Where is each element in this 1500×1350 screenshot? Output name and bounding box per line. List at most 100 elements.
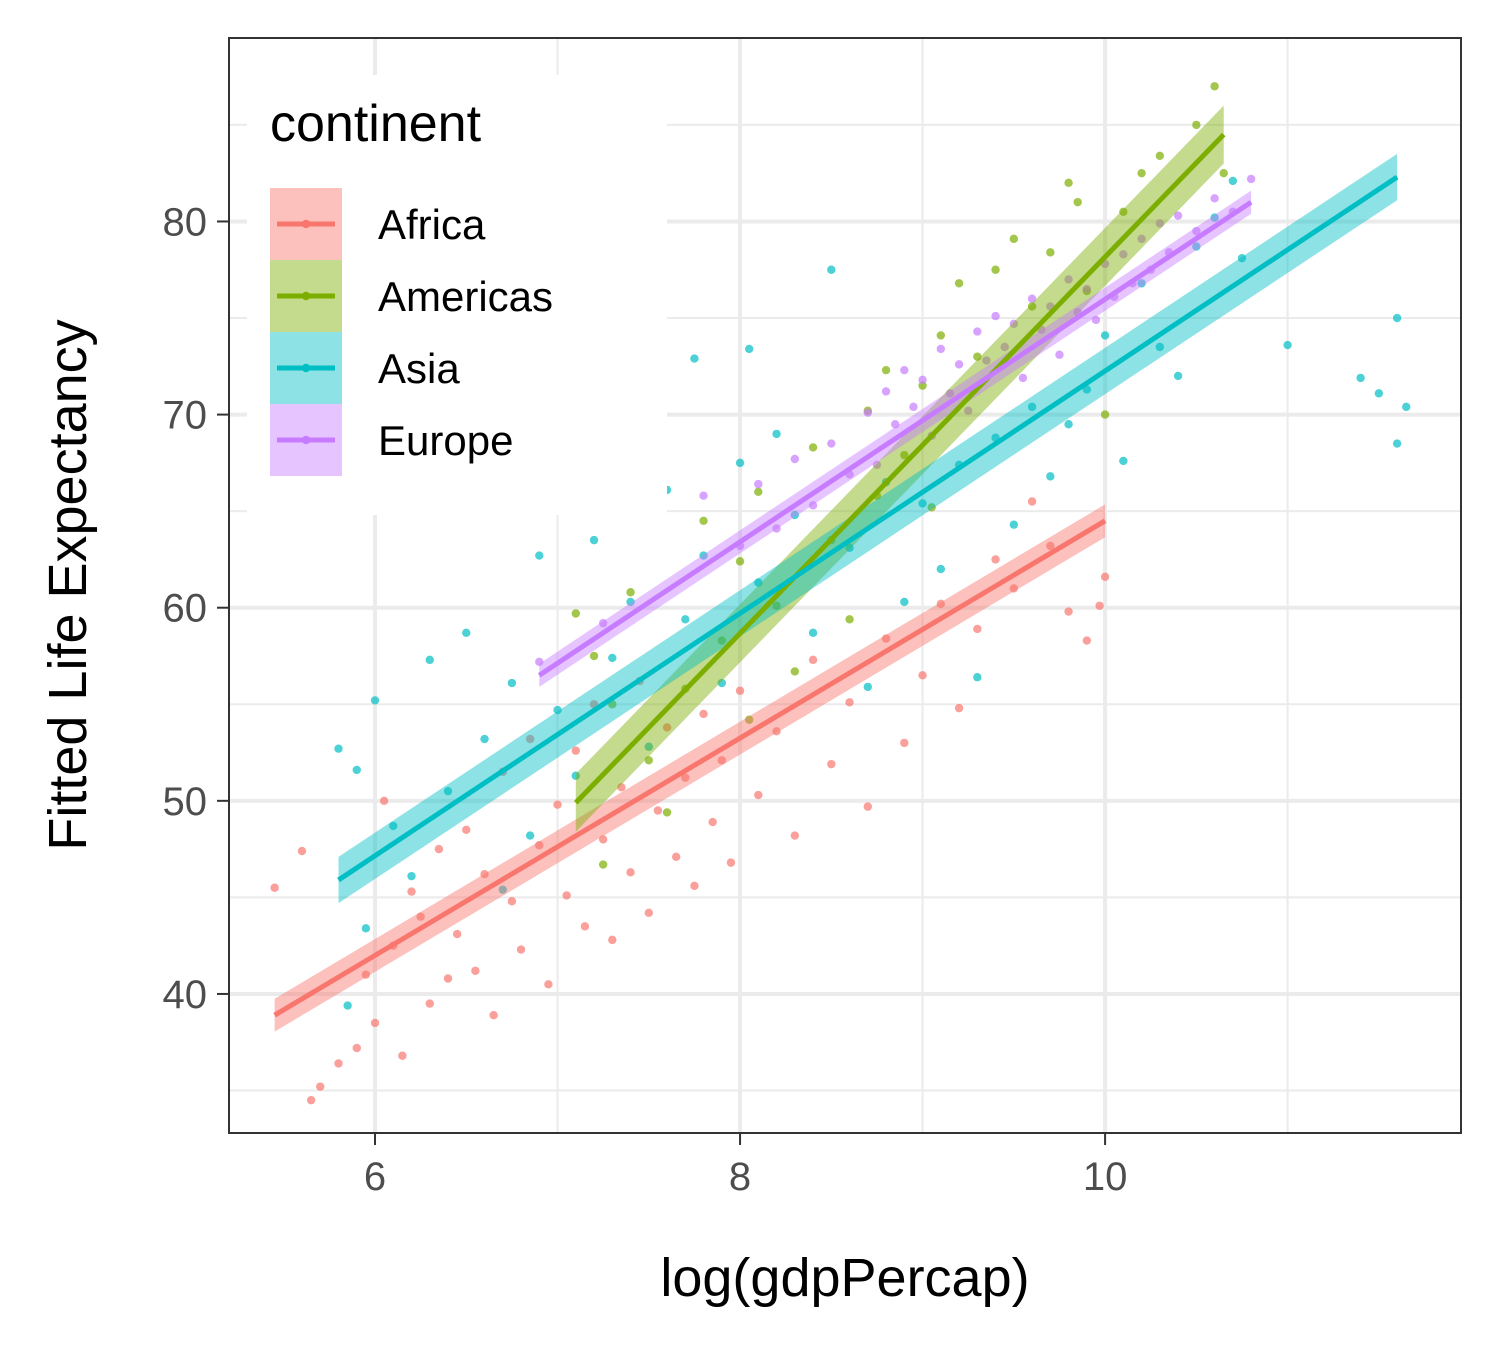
data-point-africa <box>525 734 535 744</box>
legend-label: Asia <box>378 345 460 392</box>
data-point-africa <box>617 783 626 792</box>
data-point-africa <box>991 555 1000 564</box>
data-point-asia <box>389 821 398 831</box>
data-point-americas <box>881 365 891 375</box>
data-point-europe <box>1082 284 1092 294</box>
data-point-africa <box>452 929 462 939</box>
data-point-europe <box>973 327 982 336</box>
data-point-asia <box>918 499 927 508</box>
data-point-asia <box>772 429 781 439</box>
data-point-africa <box>699 709 708 719</box>
data-point-africa <box>863 802 873 811</box>
y-tick-label: 70 <box>163 394 208 438</box>
data-point-europe <box>982 356 991 365</box>
data-point-asia <box>480 734 489 744</box>
y-tick-label: 40 <box>163 973 208 1017</box>
data-point-africa <box>352 1043 361 1053</box>
y-axis-title: Fitted Life Expectancy <box>38 319 98 850</box>
data-point-americas <box>1119 207 1128 217</box>
data-point-asia <box>1210 213 1219 222</box>
data-point-asia <box>900 597 909 607</box>
data-point-europe <box>918 375 927 385</box>
data-point-asia <box>744 344 754 354</box>
data-point-africa <box>900 738 909 748</box>
data-point-africa <box>626 868 635 877</box>
data-point-europe <box>954 360 964 369</box>
data-point-asia <box>1402 402 1411 412</box>
data-point-europe <box>772 524 781 533</box>
plot-border <box>228 37 1462 1134</box>
data-point-europe <box>598 618 608 628</box>
x-axis-title: log(gdpPercap) <box>660 1248 1029 1308</box>
data-point-americas <box>1155 151 1165 161</box>
data-point-asia <box>1392 439 1402 448</box>
data-point-asia <box>1119 456 1128 466</box>
data-point-africa <box>1100 572 1110 582</box>
x-tick-label: 10 <box>1083 1155 1128 1199</box>
data-point-asia <box>1237 253 1247 263</box>
data-point-europe <box>872 460 882 469</box>
data-point-americas <box>1073 197 1082 207</box>
data-point-africa <box>370 1018 380 1028</box>
data-point-americas <box>1064 178 1073 188</box>
legend-key-point <box>301 291 311 301</box>
data-point-africa <box>918 671 927 680</box>
data-point-americas <box>644 756 653 765</box>
legend-key-point <box>301 363 311 373</box>
data-point-americas <box>991 265 1000 274</box>
data-point-africa <box>1082 636 1092 645</box>
data-point-africa <box>297 846 307 856</box>
x-tick-label: 8 <box>729 1155 751 1199</box>
data-point-africa <box>462 825 471 834</box>
data-point-asia <box>443 786 453 796</box>
x-axis: 6 8 10 <box>364 1133 1127 1199</box>
data-point-asia <box>845 543 854 553</box>
data-point-europe <box>881 387 891 396</box>
data-point-asia <box>334 744 343 753</box>
data-point-africa <box>608 935 617 945</box>
legend-item-americas: Americas <box>270 260 553 332</box>
data-point-africa <box>471 966 480 975</box>
data-point-americas <box>936 331 946 340</box>
data-point-africa <box>407 887 416 896</box>
data-point-africa <box>726 858 736 867</box>
data-point-asia <box>754 578 763 587</box>
data-point-europe <box>900 365 909 375</box>
data-point-asia <box>626 597 635 607</box>
data-point-americas <box>735 557 745 566</box>
data-point-africa <box>571 746 580 755</box>
data-point-americas <box>772 601 781 610</box>
data-point-asia <box>1027 402 1037 412</box>
data-point-asia <box>370 696 380 705</box>
data-point-americas <box>808 443 818 452</box>
data-point-europe <box>827 439 836 448</box>
data-point-americas <box>589 651 599 661</box>
data-point-africa <box>662 723 672 732</box>
y-tick-label: 50 <box>163 780 208 824</box>
data-point-asia <box>790 510 800 520</box>
data-point-africa <box>416 912 425 921</box>
fit-line-africa <box>273 518 1107 1018</box>
data-point-asia <box>973 673 982 682</box>
data-point-asia <box>608 653 617 663</box>
data-point-americas <box>1009 234 1019 244</box>
data-point-asia <box>863 682 873 692</box>
data-point-europe <box>945 389 955 398</box>
data-point-asia <box>1137 279 1146 288</box>
data-point-africa <box>598 835 608 844</box>
data-point-africa <box>845 698 854 707</box>
legend-item-europe: Europe <box>270 404 513 476</box>
data-point-africa <box>1046 541 1055 551</box>
data-point-americas <box>598 860 608 869</box>
data-point-americas <box>1219 168 1228 178</box>
data-point-europe <box>909 402 918 412</box>
data-point-africa <box>671 852 681 862</box>
scatter-points <box>270 82 1411 1105</box>
data-point-africa <box>480 870 489 879</box>
data-point-asia <box>735 458 745 468</box>
data-point-africa <box>1095 601 1104 610</box>
data-point-americas <box>954 279 964 288</box>
data-point-africa <box>881 634 891 643</box>
y-tick-label: 80 <box>163 200 208 244</box>
data-point-asia <box>525 831 535 840</box>
